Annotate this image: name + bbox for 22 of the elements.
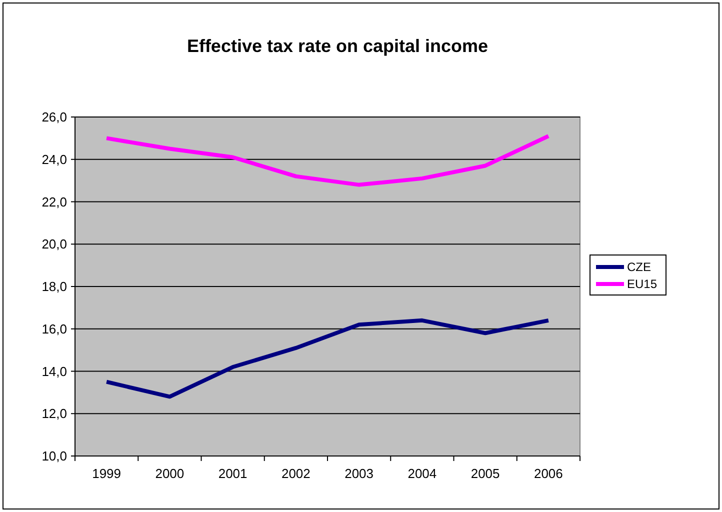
y-tick-label: 14,0 [42,364,67,379]
y-tick-label: 18,0 [42,279,67,294]
x-tick-label: 2005 [470,466,500,481]
line-series [104,318,550,399]
y-tick-label: 20,0 [42,236,67,252]
y-tick-label: 26,0 [42,110,67,125]
y-tick-label: 10,0 [42,448,67,464]
x-tick-label: 2004 [408,466,437,481]
y-tick-label: 22,0 [42,194,67,210]
y-tick-label: 24,0 [42,152,67,167]
x-tick-label: 1999 [92,466,122,481]
x-tick-label: 2006 [534,466,563,481]
legend-label: CZE [627,260,651,274]
x-tick-label: 2002 [281,466,310,481]
chart-title: Effective tax rate on capital income [186,36,488,56]
x-tick-label: 2001 [218,466,248,481]
y-tick-label: 16,0 [42,321,67,336]
x-tick-label: 2000 [155,466,184,481]
x-tick-label: 2003 [344,466,374,481]
legend-label: EU15 [627,277,658,292]
line-series [104,134,550,187]
y-tick-label: 12,0 [42,406,67,422]
